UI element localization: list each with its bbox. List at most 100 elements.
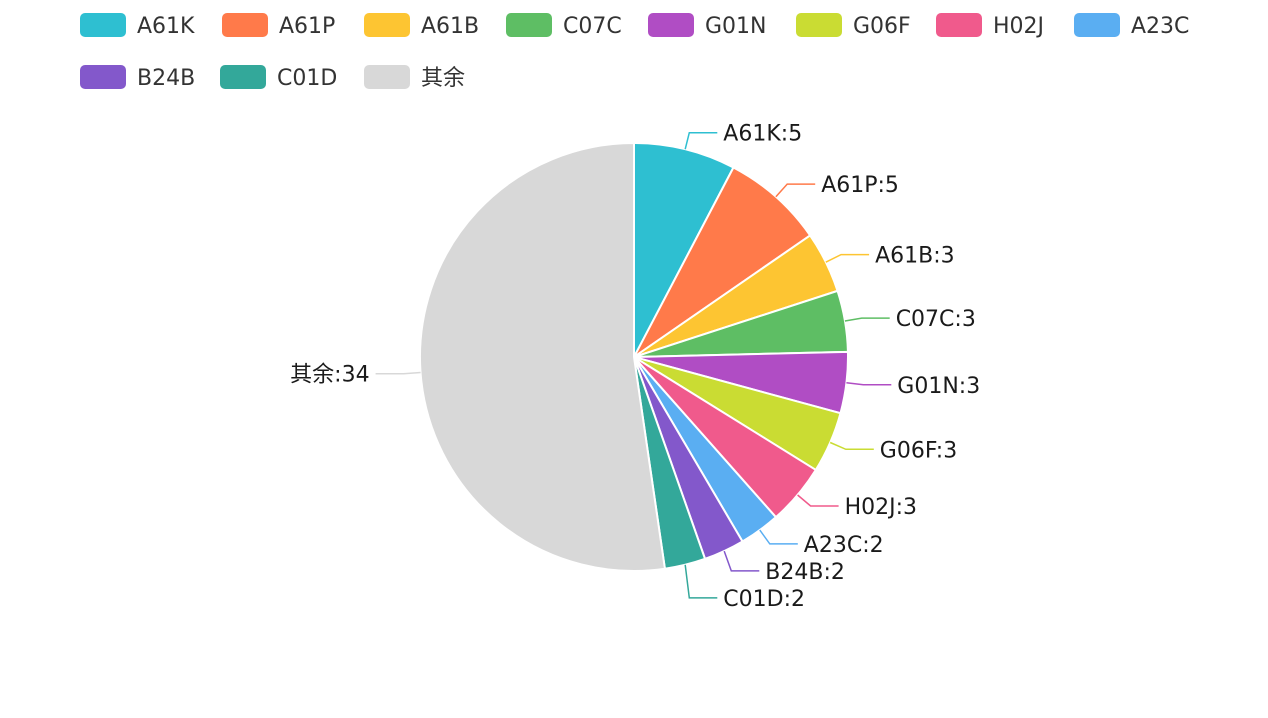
slice-label-text: A23C:2 xyxy=(804,533,884,558)
leader-line xyxy=(844,317,890,322)
legend-label: A61P xyxy=(279,14,335,39)
slice-label-value: 5 xyxy=(885,173,899,198)
slice-label-value: 3 xyxy=(966,374,980,399)
slice-label-separator: : xyxy=(878,173,885,198)
slice-label-value: 3 xyxy=(903,495,917,520)
slice-label-text: A61K:5 xyxy=(723,122,802,147)
slice-label-a61p: A61P:5 xyxy=(775,173,899,198)
slice-label-category: A61K xyxy=(723,122,781,147)
legend: A61K A61P A61B C07C G01N G06F H02J A23C B24B C01D… xyxy=(80,13,1189,91)
slice-label-value: 2 xyxy=(831,560,845,585)
slice-label-b24b: B24B:2 xyxy=(723,550,845,585)
legend-item-a61k[interactable]: A61K xyxy=(80,13,195,39)
legend-swatch xyxy=(1074,13,1120,37)
slice-label-category: 其余 xyxy=(290,363,334,388)
legend-item-a61b[interactable]: A61B xyxy=(364,13,479,39)
leader-line xyxy=(684,131,718,150)
leader-line xyxy=(825,253,870,263)
slice-label-text: C07C:3 xyxy=(896,307,976,332)
legend-item-other-10[interactable]: 其余 xyxy=(364,65,465,91)
slice-label-separator: : xyxy=(896,495,903,520)
legend-item-a61p[interactable]: A61P xyxy=(222,13,335,39)
legend-swatch xyxy=(648,13,694,37)
pie-slices xyxy=(418,142,849,572)
slice-label-separator: : xyxy=(862,533,869,558)
slice-label-separator: : xyxy=(959,374,966,399)
leader-line xyxy=(684,564,718,599)
legend-label: G06F xyxy=(853,14,911,39)
legend-swatch xyxy=(936,13,982,37)
legend-swatch xyxy=(364,13,410,37)
legend-label: A61B xyxy=(421,14,479,39)
slice-label-a61k: A61K:5 xyxy=(684,122,802,150)
slice-label-separator: : xyxy=(823,560,830,585)
slice-label-separator: : xyxy=(334,363,341,388)
slice-labels: A61K:5A61P:5A61B:3C07C:3G01N:3G06F:3H02J… xyxy=(290,122,980,612)
legend-label: H02J xyxy=(993,14,1044,39)
slice-label-g01n: G01N:3 xyxy=(846,374,980,399)
leader-line xyxy=(775,183,816,198)
slice-label-text: 其余:34 xyxy=(290,363,369,388)
legend-swatch xyxy=(364,65,410,89)
slice-label-h02j: H02J:3 xyxy=(797,494,917,520)
slice-label-category: G06F xyxy=(880,438,937,463)
legend-label: A61K xyxy=(137,14,195,39)
slice-label-text: A61B:3 xyxy=(875,244,955,269)
slice-label-separator: : xyxy=(936,438,943,463)
slice-label-other-10: 其余:34 xyxy=(290,363,421,388)
legend-item-b24b[interactable]: B24B xyxy=(80,65,195,91)
slice-label-text: G06F:3 xyxy=(880,438,957,463)
slice-label-value: 2 xyxy=(870,533,884,558)
slice-label-category: C01D xyxy=(723,587,783,612)
slice-label-category: B24B xyxy=(765,560,823,585)
slice-label-value: 34 xyxy=(342,363,370,388)
slice-label-category: A23C xyxy=(804,533,862,558)
slice-label-text: A61P:5 xyxy=(821,173,899,198)
legend-item-g06f[interactable]: G06F xyxy=(796,13,911,39)
legend-label: C01D xyxy=(277,66,337,91)
legend-swatch xyxy=(506,13,552,37)
leader-line xyxy=(846,382,892,386)
slice-label-c01d: C01D:2 xyxy=(684,564,805,612)
slice-label-text: B24B:2 xyxy=(765,560,845,585)
slice-label-a23c: A23C:2 xyxy=(759,529,884,558)
legend-swatch xyxy=(80,65,126,89)
slice-label-value: 3 xyxy=(941,244,955,269)
slice-label-value: 3 xyxy=(962,307,976,332)
leader-line xyxy=(723,550,760,572)
legend-item-h02j[interactable]: H02J xyxy=(936,13,1044,39)
leader-line xyxy=(797,494,839,507)
slice-label-value: 3 xyxy=(943,438,957,463)
legend-item-c07c[interactable]: C07C xyxy=(506,13,622,39)
legend-label: C07C xyxy=(563,14,622,39)
slice-label-text: H02J:3 xyxy=(845,495,917,520)
pie-slice-a61p[interactable] xyxy=(633,166,812,358)
pie-slice-other-10[interactable] xyxy=(418,142,666,572)
legend-label: B24B xyxy=(137,66,195,91)
legend-swatch xyxy=(222,13,268,37)
legend-item-g01n[interactable]: G01N xyxy=(648,13,767,39)
legend-label: A23C xyxy=(1131,14,1189,39)
slice-label-c07c: C07C:3 xyxy=(844,307,976,332)
slice-label-category: C07C xyxy=(896,307,955,332)
slice-label-separator: : xyxy=(954,307,961,332)
slice-label-category: A61B xyxy=(875,244,933,269)
legend-swatch xyxy=(220,65,266,89)
legend-label: G01N xyxy=(705,14,767,39)
slice-label-category: G01N xyxy=(897,374,959,399)
slice-label-separator: : xyxy=(784,587,791,612)
slice-label-category: H02J xyxy=(845,495,896,520)
pie-slice-a61k[interactable] xyxy=(633,142,735,358)
slice-label-g06f: G06F:3 xyxy=(829,438,957,463)
leader-line xyxy=(375,371,421,375)
legend-item-c01d[interactable]: C01D xyxy=(220,65,337,91)
leader-line xyxy=(759,529,798,545)
leader-line xyxy=(829,441,874,451)
slice-label-category: A61P xyxy=(821,173,877,198)
slice-label-a61b: A61B:3 xyxy=(825,244,955,269)
legend-item-a23c[interactable]: A23C xyxy=(1074,13,1189,39)
legend-swatch xyxy=(796,13,842,37)
legend-label: 其余 xyxy=(421,66,465,91)
